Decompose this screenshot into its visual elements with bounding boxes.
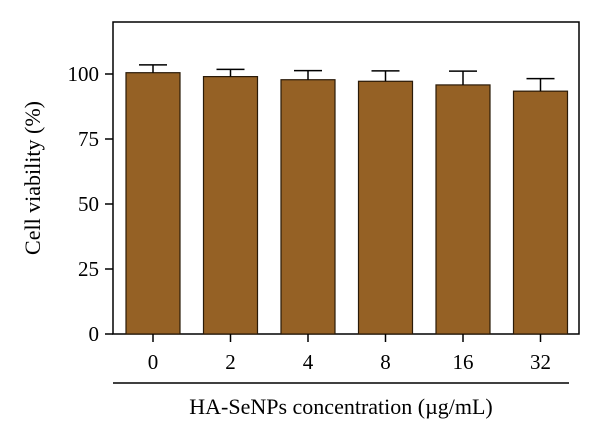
y-tick-label: 75 — [78, 127, 99, 151]
x-tick-label: 2 — [225, 350, 236, 374]
bar — [357, 80, 414, 335]
plot-frame — [112, 21, 580, 335]
bar — [280, 79, 336, 335]
bar — [202, 75, 259, 335]
x-tick-label: 32 — [530, 350, 551, 374]
y-tick-label: 50 — [78, 192, 99, 216]
y-axis: 0 25 50 75 100 — [68, 62, 113, 346]
bar — [435, 84, 491, 335]
x-axis: 0 2 4 8 16 32 — [148, 334, 551, 374]
x-tick-label: 0 — [148, 350, 159, 374]
bar — [125, 72, 181, 335]
error-bars — [139, 64, 555, 92]
y-tick-label: 25 — [78, 257, 99, 281]
x-axis-label: HA-SeNPs concentration (µg/mL) — [189, 394, 493, 419]
x-tick-label: 4 — [303, 350, 314, 374]
y-tick-label: 100 — [68, 62, 100, 86]
bar — [512, 90, 569, 335]
y-axis-label: Cell viability (%) — [20, 101, 45, 255]
x-tick-label: 16 — [453, 350, 474, 374]
x-tick-label: 8 — [380, 350, 391, 374]
y-tick-label: 0 — [89, 322, 100, 346]
bar-series — [125, 72, 569, 335]
